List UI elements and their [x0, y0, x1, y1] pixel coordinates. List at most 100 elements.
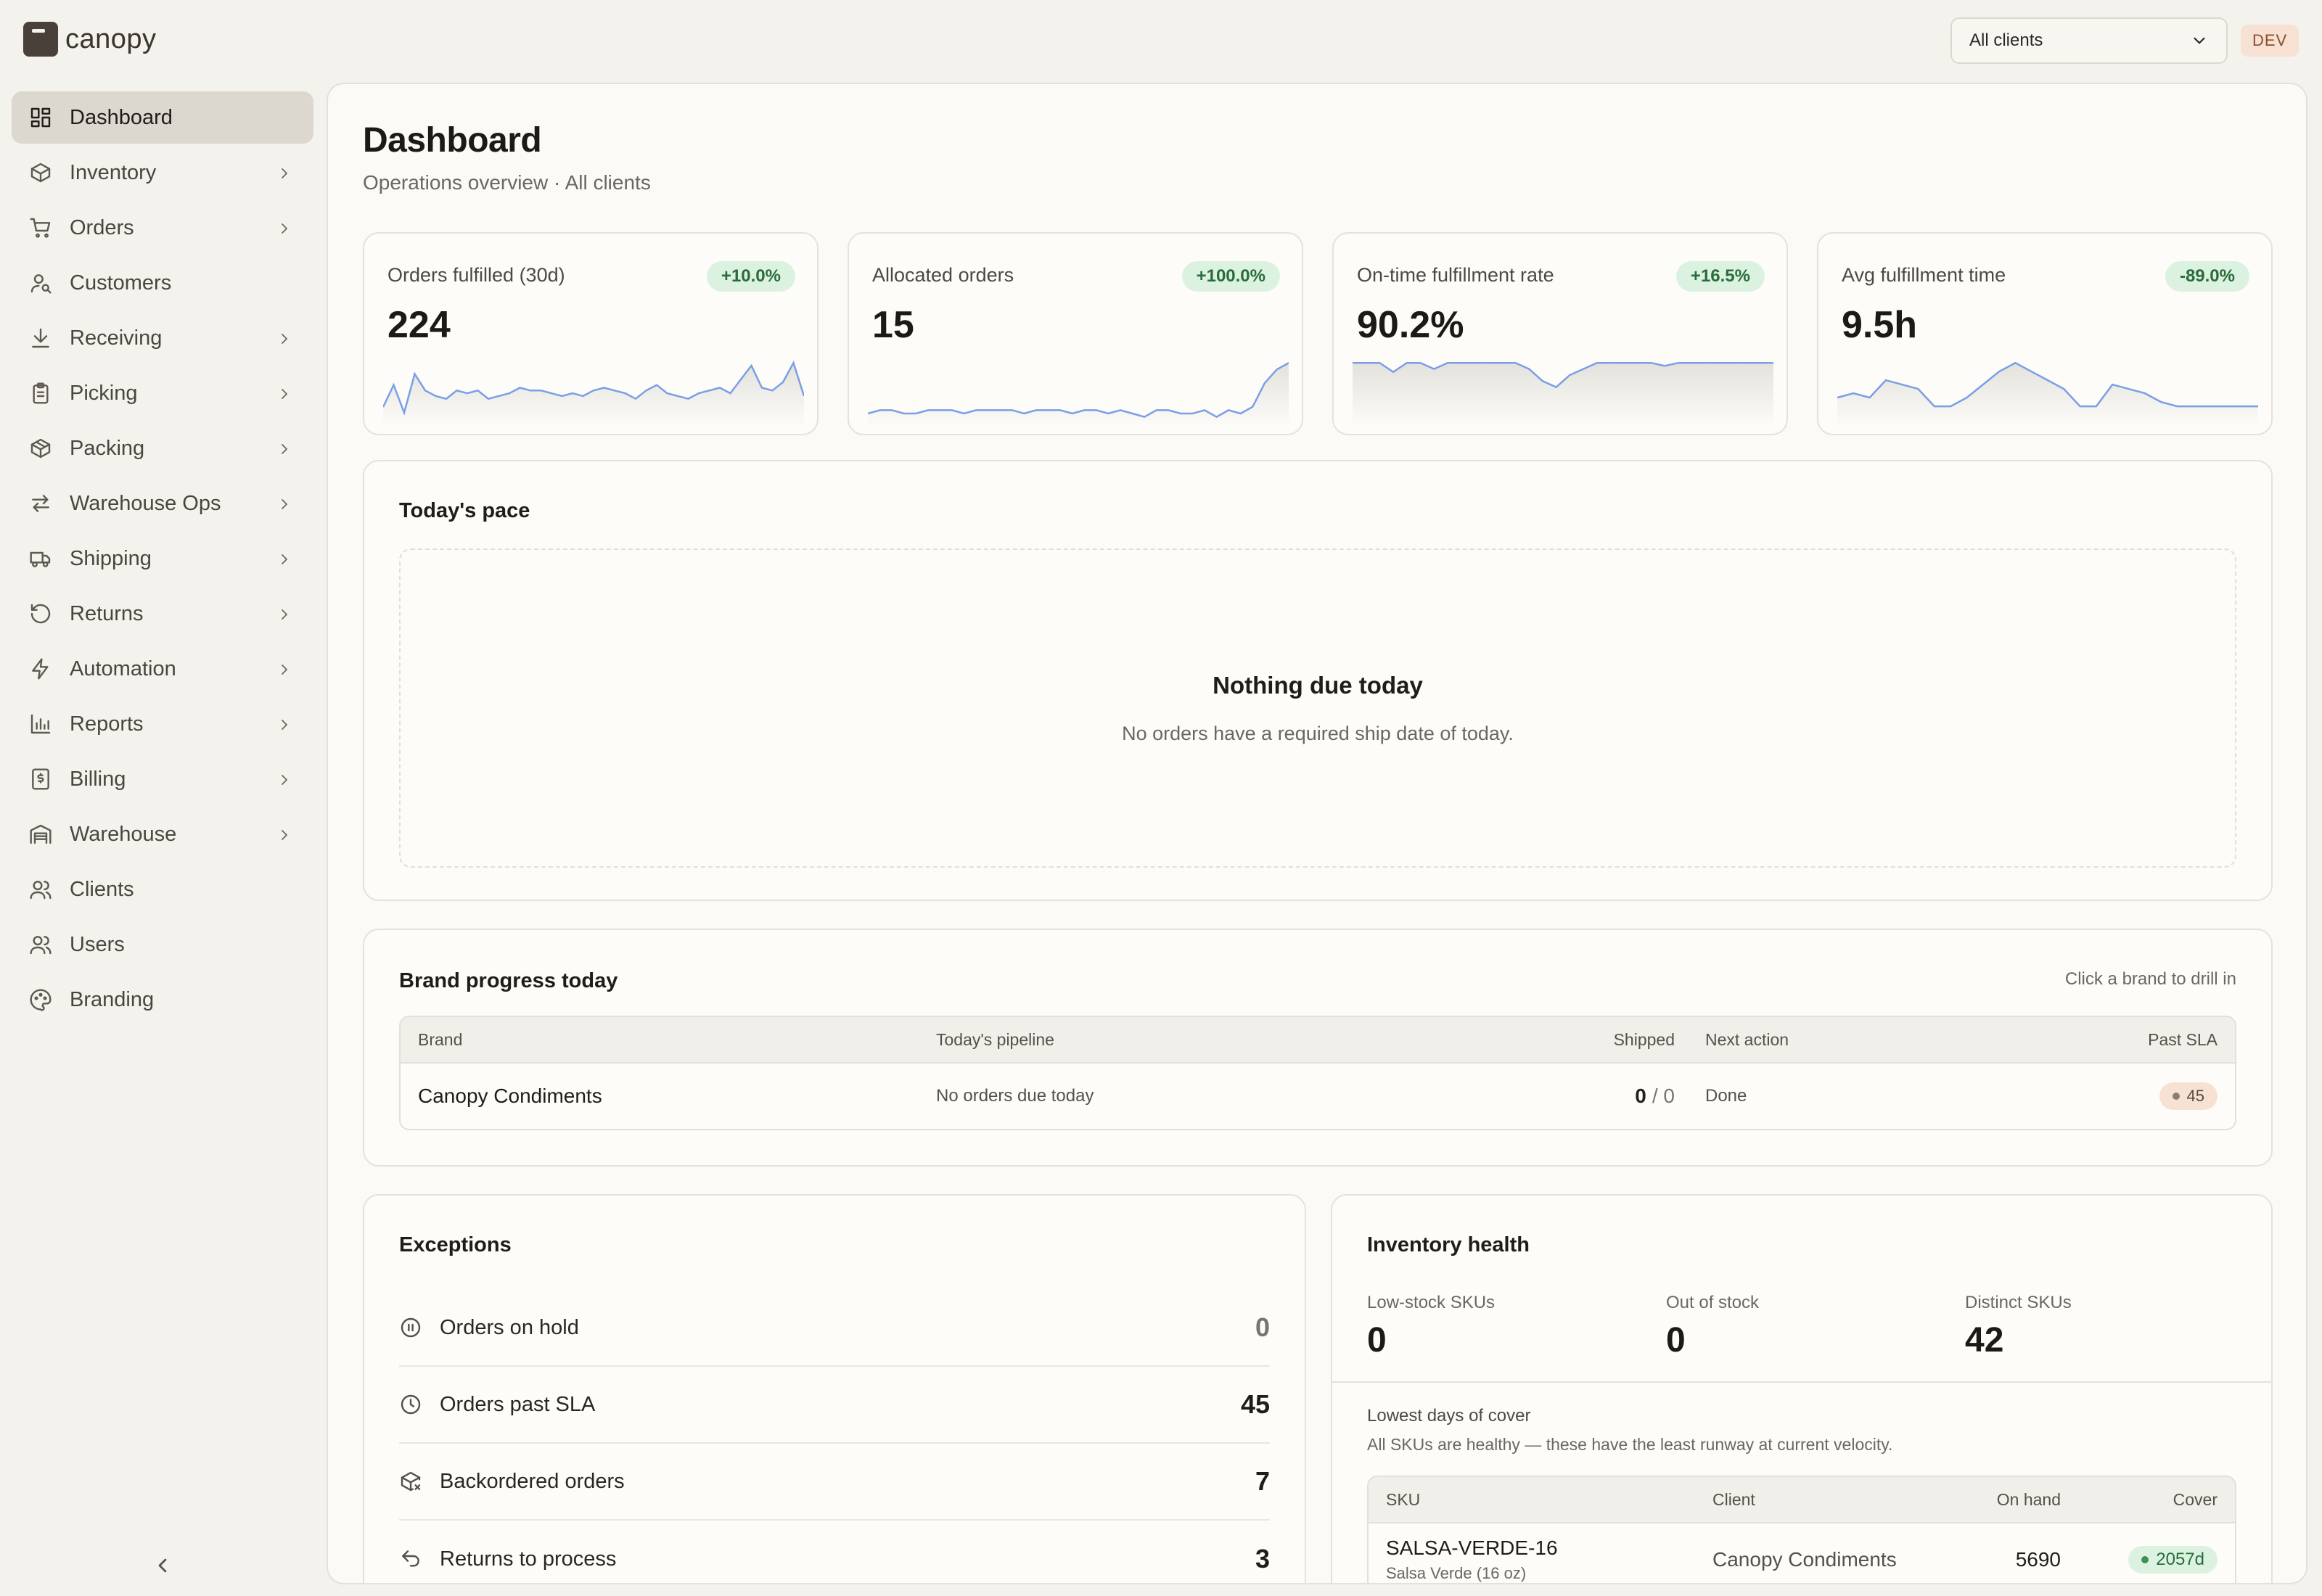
sidebar-item-billing[interactable]: Billing	[12, 753, 313, 805]
sparkline-area	[1837, 363, 2258, 428]
status-dot-icon	[2172, 1093, 2180, 1100]
exception-label: Orders past SLA	[440, 1392, 596, 1416]
users-icon	[29, 933, 52, 956]
sidebar-item-receiving[interactable]: Receiving	[12, 312, 313, 364]
main-content: Dashboard Operations overview · All clie…	[327, 83, 2307, 1584]
sidebar-item-automation[interactable]: Automation	[12, 643, 313, 695]
sparkline-area	[1353, 363, 1773, 428]
chevron-right-icon	[276, 605, 293, 622]
past-sla-count: 45	[2186, 1087, 2204, 1105]
page-subtitle: Operations overview · All clients	[363, 171, 651, 194]
chevron-down-icon	[2194, 37, 2205, 44]
brand[interactable]: canopy	[23, 22, 157, 57]
kpi-delta-badge: -89.0%	[2165, 261, 2249, 292]
sidebar-item-customers[interactable]: Customers	[12, 257, 313, 309]
next-action-cell: Done	[1705, 1086, 1747, 1106]
exceptions-card: Exceptions Orders on hold 0 Orders past …	[363, 1194, 1306, 1583]
sparkline-line	[383, 363, 804, 413]
exception-label: Returns to process	[440, 1547, 617, 1571]
env-badge: DEV	[2241, 25, 2300, 57]
sidebar-item-orders[interactable]: Orders	[12, 202, 313, 254]
sidebar-item-warehouse[interactable]: Warehouse	[12, 808, 313, 860]
low-stock-label: Low-stock SKUs	[1367, 1293, 1496, 1312]
kpi-card[interactable]: Orders fulfilled (30d) +10.0% 224	[363, 232, 819, 435]
sidebar-item-shipping[interactable]: Shipping	[12, 532, 313, 585]
kpi-card[interactable]: On-time fulfillment rate +16.5% 90.2%	[1332, 232, 1788, 435]
exception-row[interactable]: Orders on hold 0	[399, 1290, 1270, 1367]
col-sku: SKU	[1386, 1489, 1421, 1509]
palette-icon	[29, 988, 52, 1011]
sparkline-area	[868, 363, 1289, 428]
sidebar-item-label: Receiving	[70, 326, 163, 350]
distinct-skus-label: Distinct SKUs	[1965, 1293, 2072, 1312]
cover-value: 2057d	[2156, 1550, 2204, 1569]
chevron-right-icon	[276, 550, 293, 567]
sidebar-item-dashboard[interactable]: Dashboard	[12, 91, 313, 144]
kpi-sparkline	[868, 355, 1289, 428]
exception-count: 3	[1255, 1544, 1270, 1574]
client-select[interactable]: All clients	[1950, 17, 2228, 64]
past-sla-cell: 45	[2159, 1064, 2218, 1129]
receipt-icon	[29, 768, 52, 791]
sidebar-item-label: Automation	[70, 657, 176, 680]
cover-table: SKU Client On hand Cover SALSA-VERDE-16 …	[1367, 1476, 2236, 1583]
chevron-right-icon	[276, 715, 293, 733]
sidebar-item-inventory[interactable]: Inventory	[12, 147, 313, 199]
col-shipped: Shipped	[1613, 1029, 1675, 1049]
sidebar: Dashboard Inventory Orders Customers Receivi…	[12, 91, 313, 1029]
sidebar-item-packing[interactable]: Packing	[12, 422, 313, 474]
exception-count: 0	[1255, 1312, 1270, 1342]
cart-icon	[29, 216, 52, 239]
table-row[interactable]: SALSA-VERDE-16 Salsa Verde (16 oz) Canop…	[1369, 1523, 2235, 1583]
distinct-skus-value: 42	[1965, 1321, 2004, 1360]
kpi-label: Allocated orders	[872, 264, 1014, 286]
sparkline-line	[868, 363, 1289, 417]
kpi-card[interactable]: Avg fulfillment time -89.0% 9.5h	[1817, 232, 2273, 435]
cover-cell: 2057d	[2128, 1523, 2218, 1583]
empty-state-title: Nothing due today	[1213, 672, 1423, 699]
sku-cell: SALSA-VERDE-16 Salsa Verde (16 oz)	[1386, 1523, 1558, 1583]
exception-row[interactable]: Returns to process 3	[399, 1521, 1270, 1583]
sidebar-item-clients[interactable]: Clients	[12, 863, 313, 916]
col-brand: Brand	[418, 1029, 463, 1049]
sidebar-item-branding[interactable]: Branding	[12, 974, 313, 1026]
lowest-cover-title: Lowest days of cover	[1367, 1406, 1531, 1426]
past-sla-badge: 45	[2159, 1082, 2218, 1110]
shipped-cell: 0 / 0	[1635, 1064, 1675, 1129]
client-select-value: All clients	[1969, 30, 2043, 50]
kpi-card[interactable]: Allocated orders +100.0% 15	[848, 232, 1303, 435]
warehouse-icon	[29, 823, 52, 846]
rotate-icon	[29, 602, 52, 625]
sku-name: Salsa Verde (16 oz)	[1386, 1564, 1527, 1582]
pause-circle-icon	[399, 1316, 422, 1339]
sidebar-item-warehouse-ops[interactable]: Warehouse Ops	[12, 477, 313, 530]
table-row[interactable]: Canopy Condiments No orders due today 0 …	[401, 1064, 2235, 1129]
inventory-health-card: Inventory health Low-stock SKUs 0 Out of…	[1331, 1194, 2273, 1583]
kpi-delta-badge: +16.5%	[1675, 261, 1765, 292]
sidebar-item-reports[interactable]: Reports	[12, 698, 313, 750]
sidebar-item-users[interactable]: Users	[12, 918, 313, 971]
brand-name: canopy	[65, 23, 157, 54]
exception-label: Backordered orders	[440, 1469, 625, 1493]
shipped-count: 0	[1635, 1085, 1646, 1107]
dashboard-icon	[29, 106, 52, 129]
shipped-total: / 0	[1652, 1085, 1675, 1107]
brand-progress-table: Brand Today's pipeline Shipped Next acti…	[399, 1016, 2236, 1130]
exception-count: 45	[1240, 1389, 1270, 1419]
exception-row[interactable]: Backordered orders 7	[399, 1444, 1270, 1521]
sidebar-item-label: Users	[70, 932, 125, 956]
kpi-label: On-time fulfillment rate	[1357, 264, 1554, 286]
sparkline-line	[1353, 363, 1773, 387]
cover-badge: 2057d	[2128, 1546, 2218, 1574]
users-icon	[29, 878, 52, 901]
chevron-right-icon	[276, 660, 293, 678]
kpi-delta-badge: +10.0%	[706, 261, 795, 292]
sidebar-item-returns[interactable]: Returns	[12, 588, 313, 640]
table-header: Brand Today's pipeline Shipped Next acti…	[401, 1017, 2235, 1064]
exception-row[interactable]: Orders past SLA 45	[399, 1367, 1270, 1444]
col-pipeline: Today's pipeline	[936, 1029, 1054, 1049]
sidebar-item-picking[interactable]: Picking	[12, 367, 313, 419]
collapse-sidebar-icon[interactable]	[151, 1554, 174, 1577]
bar-chart-icon	[29, 712, 52, 736]
out-of-stock-value: 0	[1666, 1321, 1686, 1360]
